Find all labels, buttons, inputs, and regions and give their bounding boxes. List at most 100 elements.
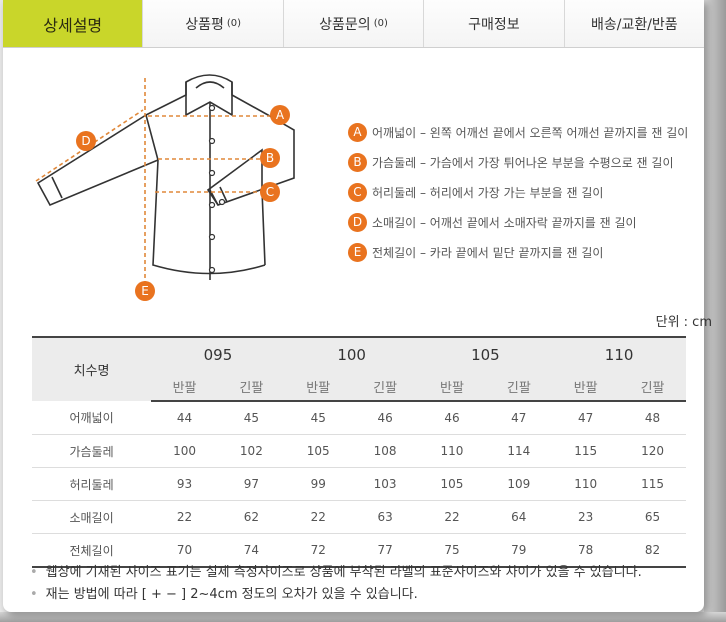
tab-purchase-info[interactable]: 구매정보 — [423, 0, 563, 47]
note-item: • 웹상에 기재된 사이즈 표기는 실제 측정사이즈로 상품에 부착된 라벨의 표… — [30, 565, 642, 580]
table-cell: 64 — [485, 500, 553, 534]
table-cell: 45 — [284, 401, 352, 435]
size-header: 110 — [552, 336, 686, 372]
tab-label: 배송/교환/반품 — [590, 16, 678, 33]
legend-text: 가슴둘레 – 가슴에서 가장 튀어나온 부분을 수평으로 잰 길이 — [372, 155, 674, 170]
table-row: 소매길이 22 62 22 63 22 64 23 65 — [32, 500, 686, 534]
svg-text:A: A — [276, 108, 285, 122]
measurement-legend: A 어깨넓이 – 왼쪽 어깨선 끝에서 오른쪽 어깨선 끝까지를 잰 길이 B 가슴… — [348, 117, 688, 267]
buttons — [208, 104, 226, 274]
table-cell: 105 — [418, 467, 486, 501]
table-cell: 108 — [351, 434, 419, 468]
size-header: 100 — [284, 336, 419, 372]
table-cell: 22 — [418, 500, 486, 534]
note-text: 웹상에 기재된 사이즈 표기는 실제 측정사이즈로 상품에 부착된 라벨의 표준… — [45, 565, 642, 580]
sleeve-header: 반팔 — [284, 372, 352, 402]
tab-qna[interactable]: 상품문의 (0) — [282, 0, 423, 47]
table-cell: 46 — [351, 401, 419, 435]
sleeve-header: 긴팔 — [485, 372, 553, 402]
table-cell: 114 — [485, 434, 553, 468]
marker-badge: E — [348, 242, 367, 262]
size-table: 치수명 095 100 105 110 반팔 긴팔 반팔 긴팔 반팔 긴팔 반팔 긴팔 어깨넓… — [32, 336, 686, 568]
svg-text:D: D — [81, 134, 90, 148]
table-cell: 100 — [151, 434, 218, 468]
table-cell: 109 — [485, 467, 553, 501]
tab-reviews[interactable]: 상품평 (0) — [142, 0, 282, 47]
window-shadow-bottom — [0, 612, 726, 622]
tab-label: 상품문의 — [319, 16, 371, 33]
size-header: 105 — [418, 336, 553, 372]
legend-item: D 소매길이 – 어깨선 끝에서 소매자락 끝까지를 잰 길이 — [348, 207, 688, 237]
measure-markers: A B C D E — [76, 105, 290, 301]
legend-item: B 가슴둘레 – 가슴에서 가장 튀어나온 부분을 수평으로 잰 길이 — [348, 147, 688, 177]
table-cell: 120 — [619, 434, 686, 468]
tab-shipping-returns[interactable]: 배송/교환/반품 — [563, 0, 704, 47]
table-row: 어깨넓이 44 45 45 46 46 47 47 48 — [32, 401, 686, 435]
table-cell: 110 — [418, 434, 486, 468]
legend-item: E 전체길이 – 카라 끝에서 밑단 끝까지를 잰 길이 — [348, 237, 688, 267]
table-row: 전체길이 70 74 72 77 75 79 78 82 — [32, 533, 686, 568]
table-cell: 47 — [552, 401, 620, 435]
tab-label: 구매정보 — [468, 16, 520, 33]
table-cell: 115 — [552, 434, 620, 468]
table-cell: 72 — [284, 533, 352, 568]
shirt-outline — [36, 74, 295, 280]
table-cell: 23 — [552, 500, 620, 534]
marker-badge: D — [348, 212, 367, 232]
notes: • 웹상에 기재된 사이즈 표기는 실제 측정사이즈로 상품에 부착된 라벨의 표… — [30, 561, 642, 605]
table-cell: 22 — [151, 500, 218, 534]
table-cell: 77 — [351, 533, 419, 568]
sleeve-header: 긴팔 — [217, 372, 285, 402]
svg-text:E: E — [141, 284, 149, 298]
window-shadow-right — [704, 0, 726, 622]
sleeve-header: 반팔 — [418, 372, 486, 402]
table-cell: 79 — [485, 533, 553, 568]
table-cell: 110 — [552, 467, 620, 501]
svg-text:B: B — [266, 151, 274, 165]
tab-count: (0) — [373, 18, 388, 29]
table-cell: 63 — [351, 500, 419, 534]
table-cell: 46 — [418, 401, 486, 435]
table-cell: 99 — [284, 467, 352, 501]
legend-text: 허리둘레 – 허리에서 가장 가는 부분을 잰 길이 — [372, 185, 604, 200]
table-cell: 97 — [217, 467, 285, 501]
legend-text: 어깨넓이 – 왼쪽 어깨선 끝에서 오른쪽 어깨선 끝까지를 잰 길이 — [372, 125, 689, 140]
table-cell: 45 — [217, 401, 285, 435]
table-cell: 103 — [351, 467, 419, 501]
sleeve-header: 긴팔 — [619, 372, 686, 402]
table-cell: 70 — [151, 533, 218, 568]
table-cell: 75 — [418, 533, 486, 568]
table-cell: 78 — [552, 533, 620, 568]
note-text: 재는 방법에 따라 [ + − ] 2~4cm 정도의 오차가 있을 수 있습니… — [45, 587, 418, 602]
sleeve-header: 반팔 — [151, 372, 218, 402]
table-cell: 65 — [619, 500, 686, 534]
tab-bar: 상세설명 상품평 (0) 상품문의 (0) 구매정보 배송/교환/반품 — [3, 0, 704, 48]
marker-badge: C — [348, 182, 367, 202]
table-cell: 115 — [619, 467, 686, 501]
tab-label: 상세설명 — [43, 15, 103, 35]
sleeve-header: 긴팔 — [351, 372, 419, 402]
row-name: 가슴둘레 — [32, 434, 152, 468]
table-cell: 74 — [217, 533, 285, 568]
table-cell: 47 — [485, 401, 553, 435]
tab-label: 상품평 — [185, 16, 224, 33]
table-cell: 48 — [619, 401, 686, 435]
table-row: 가슴둘레 100 102 105 108 110 114 115 120 — [32, 434, 686, 468]
marker-badge: B — [348, 152, 367, 172]
unit-label: 단위 : cm — [655, 315, 712, 330]
name-header: 치수명 — [32, 336, 152, 401]
svg-text:C: C — [266, 185, 274, 199]
row-name: 소매길이 — [32, 500, 152, 534]
row-name: 전체길이 — [32, 533, 152, 568]
note-item: • 재는 방법에 따라 [ + − ] 2~4cm 정도의 오차가 있을 수 있습… — [30, 587, 418, 602]
marker-badge: A — [348, 122, 367, 142]
table-cell: 22 — [284, 500, 352, 534]
table-cell: 62 — [217, 500, 285, 534]
legend-text: 전체길이 – 카라 끝에서 밑단 끝까지를 잰 길이 — [372, 245, 604, 260]
legend-text: 소매길이 – 어깨선 끝에서 소매자락 끝까지를 잰 길이 — [372, 215, 637, 230]
legend-item: A 어깨넓이 – 왼쪽 어깨선 끝에서 오른쪽 어깨선 끝까지를 잰 길이 — [348, 117, 688, 147]
size-header: 095 — [151, 336, 285, 372]
table-cell: 105 — [284, 434, 352, 468]
row-name: 허리둘레 — [32, 467, 152, 501]
tab-detail[interactable]: 상세설명 — [3, 0, 143, 47]
